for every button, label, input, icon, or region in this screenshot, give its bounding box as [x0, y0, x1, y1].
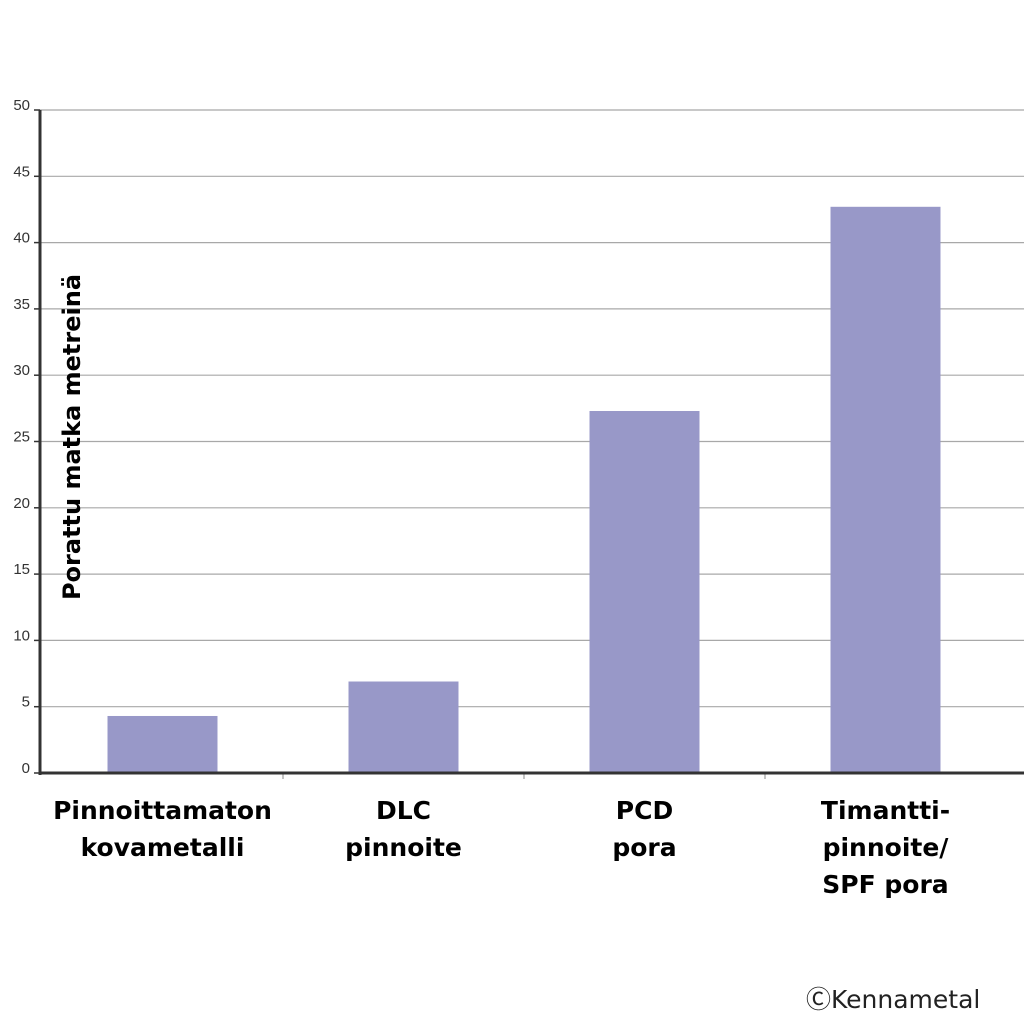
y-tick-label: 40 [13, 230, 30, 247]
bar [589, 411, 700, 773]
copyright-text: ⒸKennametal [806, 985, 981, 1014]
x-category-label: Timantti- pinnoite/ SPF pora [820, 796, 951, 899]
y-tick-label: 30 [13, 362, 30, 379]
y-tick-label: 35 [13, 296, 30, 313]
bar [830, 206, 941, 774]
bar [107, 715, 218, 773]
y-tick-label: 15 [13, 561, 30, 578]
grid-lines [40, 109, 1024, 708]
y-tick-label: 0 [22, 760, 30, 777]
y-tick-label: 10 [13, 627, 30, 644]
y-tick-label: 50 [13, 97, 30, 114]
y-tick-label: 45 [13, 163, 30, 180]
x-category-label: DLC pinnoite [345, 796, 462, 862]
y-tick-label: 20 [13, 495, 30, 512]
x-category-label: Pinnoittamaton kovametalli [53, 796, 272, 862]
x-category-label: PCD pora [612, 796, 677, 862]
bars [107, 206, 941, 774]
axes [34, 109, 1024, 779]
y-tick-label: 25 [13, 429, 30, 446]
y-axis-title: Porattu matka metreinä [58, 273, 86, 601]
y-tick-label: 5 [22, 694, 30, 711]
bar [348, 681, 459, 773]
y-tick-labels: 0 5 10 15 20 25 30 35 40 45 50 [13, 97, 30, 777]
